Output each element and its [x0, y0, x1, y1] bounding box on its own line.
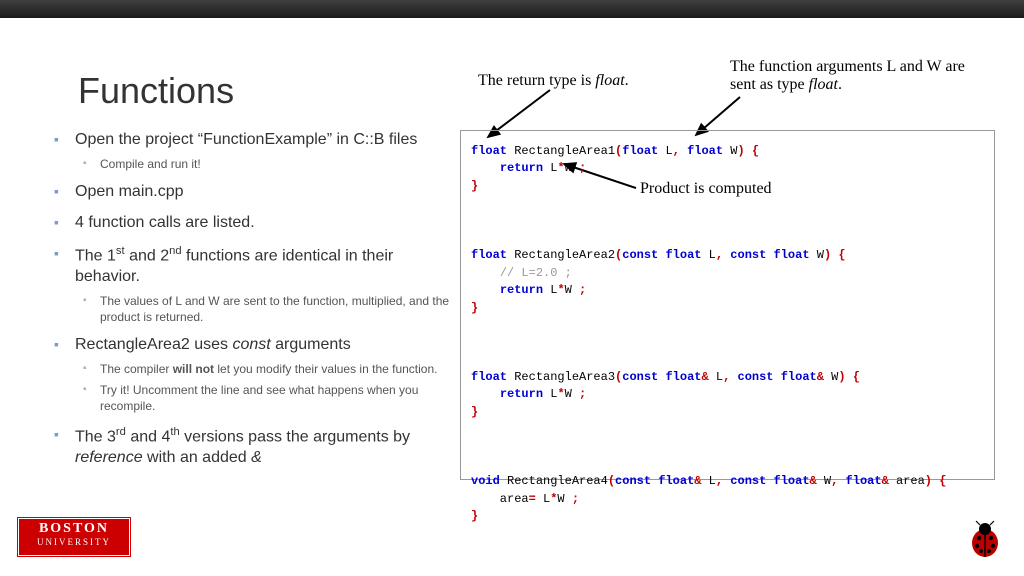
bullet-1-sub1: Compile and run it! [75, 157, 450, 173]
bullet-1: Open the project “FunctionExample” in C:… [50, 130, 450, 172]
bullet-4-sub1: The values of L and W are sent to the fu… [75, 294, 450, 325]
slide-title: Functions [78, 70, 234, 112]
bullet-5: RectangleArea2 uses const arguments The … [50, 335, 450, 415]
code-box: float RectangleArea1(float L, float W) {… [460, 130, 995, 480]
bullet-2: Open main.cpp [50, 182, 450, 203]
bullet-3: 4 function calls are listed. [50, 213, 450, 234]
bullet-5-sub1: The compiler will not let you modify the… [75, 362, 450, 378]
ladybug-icon [968, 520, 1002, 558]
boston-university-logo: BOSTON UNIVERSITY [18, 518, 130, 556]
bullet-4: The 1st and 2nd functions are identical … [50, 244, 450, 325]
bullet-6: The 3rd and 4th versions pass the argume… [50, 425, 450, 469]
logo-bottom: UNIVERSITY [19, 538, 129, 547]
bullet-5-sub2: Try it! Uncomment the line and see what … [75, 383, 450, 414]
logo-top: BOSTON [19, 522, 129, 536]
bullet-column: Open the project “FunctionExample” in C:… [50, 130, 450, 479]
top-bar [0, 0, 1024, 18]
bullet-1-text: Open the project “FunctionExample” in C:… [75, 131, 417, 148]
annotation-args: The function arguments L and W are sent … [730, 58, 980, 94]
